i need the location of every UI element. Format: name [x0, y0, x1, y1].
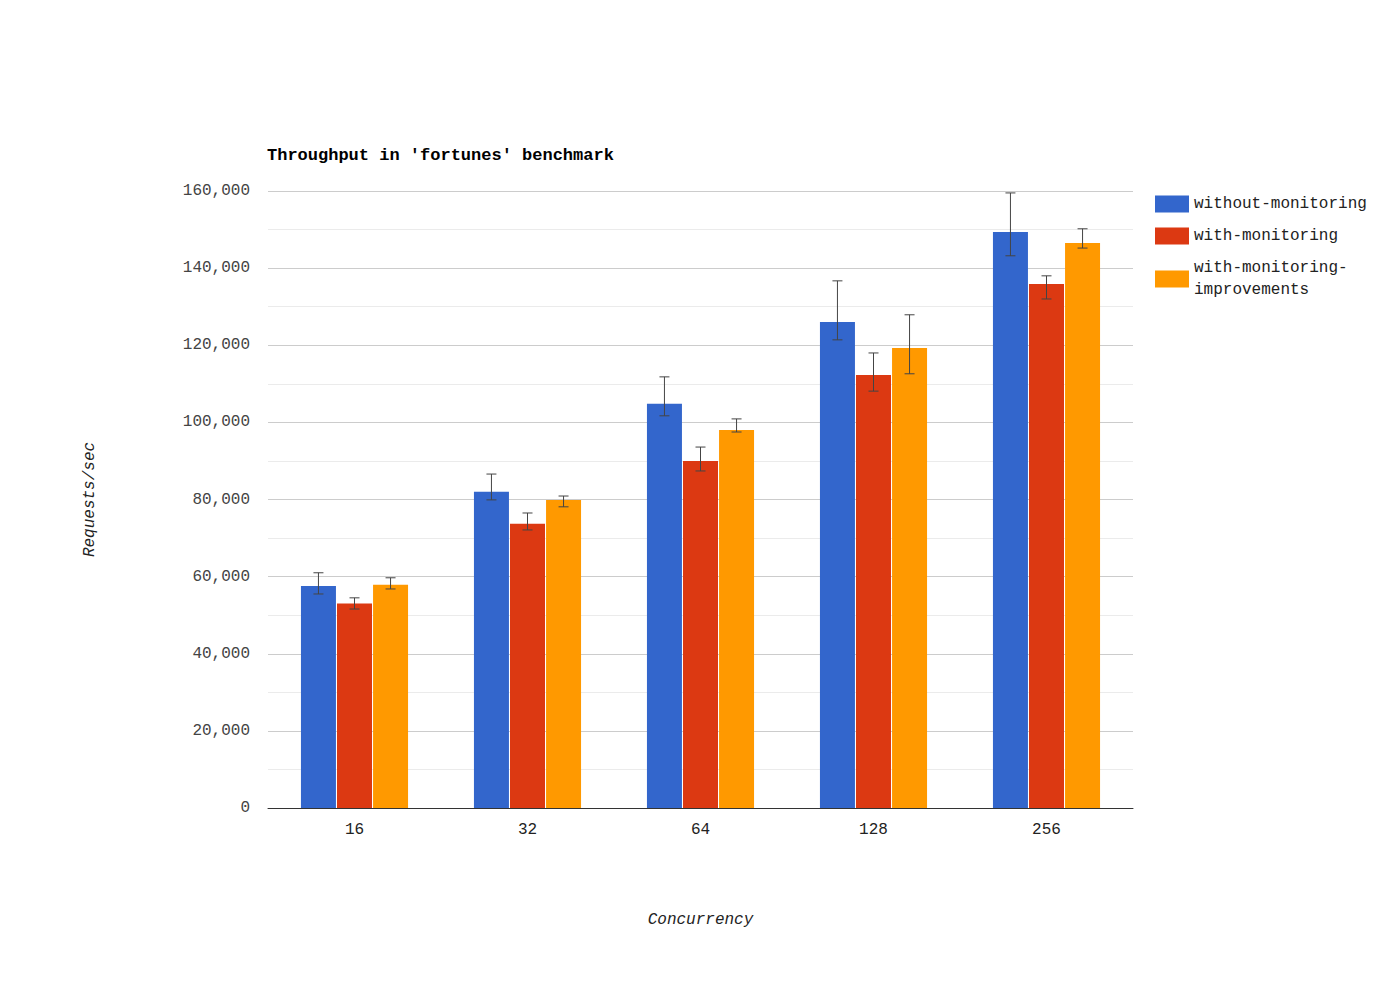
svg-text:32: 32	[518, 821, 537, 839]
svg-text:140,000: 140,000	[183, 259, 250, 277]
svg-text:60,000: 60,000	[192, 568, 250, 586]
svg-text:Throughput in 'fortunes' bench: Throughput in 'fortunes' benchmark	[267, 146, 614, 165]
svg-text:20,000: 20,000	[192, 722, 250, 740]
svg-text:with-monitoring-: with-monitoring-	[1194, 259, 1348, 277]
svg-text:improvements: improvements	[1194, 281, 1309, 299]
svg-text:40,000: 40,000	[192, 645, 250, 663]
svg-text:80,000: 80,000	[192, 491, 250, 509]
svg-text:Requests/sec: Requests/sec	[81, 442, 99, 557]
svg-text:160,000: 160,000	[183, 182, 250, 200]
svg-text:256: 256	[1032, 821, 1061, 839]
svg-text:120,000: 120,000	[183, 336, 250, 354]
svg-text:without-monitoring: without-monitoring	[1194, 195, 1367, 213]
svg-text:16: 16	[345, 821, 364, 839]
svg-text:64: 64	[691, 821, 710, 839]
svg-text:with-monitoring: with-monitoring	[1194, 227, 1338, 245]
svg-text:0: 0	[240, 799, 250, 817]
svg-text:128: 128	[859, 821, 888, 839]
svg-text:100,000: 100,000	[183, 413, 250, 431]
svg-text:Concurrency: Concurrency	[648, 911, 754, 929]
